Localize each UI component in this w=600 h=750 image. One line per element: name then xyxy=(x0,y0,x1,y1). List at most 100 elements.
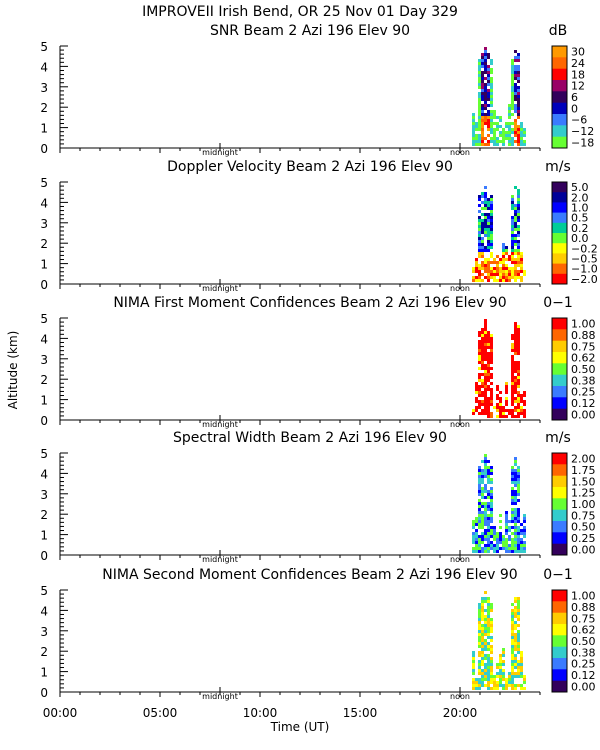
heatmap-cell xyxy=(487,370,490,373)
heatmap-cell xyxy=(487,376,490,379)
heatmap-cell xyxy=(487,222,490,225)
colorbar-label: 0.88 xyxy=(571,329,596,342)
heatmap-cell xyxy=(496,128,499,131)
heatmap-cell xyxy=(481,618,484,621)
heatmap-cell xyxy=(490,237,493,240)
heatmap-cell xyxy=(490,98,493,101)
heatmap-cell xyxy=(502,544,505,547)
heatmap-cell xyxy=(511,276,514,279)
heatmap-cell xyxy=(499,514,502,517)
heatmap-cell xyxy=(523,415,526,418)
heatmap-cell xyxy=(484,409,487,412)
heatmap-cell xyxy=(496,388,499,391)
heatmap-cell xyxy=(517,104,520,107)
heatmap-cell xyxy=(511,675,514,678)
heatmap-cell xyxy=(487,143,490,146)
heatmap-cell xyxy=(514,633,517,636)
colorbar-label: −6 xyxy=(571,114,587,127)
heatmap-cell xyxy=(484,89,487,92)
heatmap-cell xyxy=(478,198,481,201)
heatmap-cell xyxy=(511,249,514,252)
heatmap-cell xyxy=(523,532,526,535)
heatmap-cell xyxy=(481,487,484,490)
heatmap-cell xyxy=(511,240,514,243)
heatmap-cell xyxy=(475,544,478,547)
heatmap-cell xyxy=(490,496,493,499)
colorbar-label: 0.0 xyxy=(571,232,589,245)
heatmap-cell xyxy=(490,125,493,128)
heatmap-cell xyxy=(481,53,484,56)
heatmap-cell xyxy=(511,107,514,110)
heatmap-cell xyxy=(517,80,520,83)
heatmap-cell xyxy=(490,478,493,481)
colorbar-swatch xyxy=(552,386,567,398)
heatmap-cell xyxy=(517,538,520,541)
heatmap-cell xyxy=(484,334,487,337)
heatmap-cell xyxy=(478,379,481,382)
heatmap-cell xyxy=(505,267,508,270)
heatmap-cell xyxy=(523,544,526,547)
heatmap-cell xyxy=(505,397,508,400)
heatmap-cell xyxy=(508,273,511,276)
heatmap-cell xyxy=(496,273,499,276)
heatmap-cell xyxy=(514,499,517,502)
heatmap-cell xyxy=(478,231,481,234)
heatmap-cell xyxy=(484,122,487,125)
heatmap-cell xyxy=(481,600,484,603)
heatmap-cell xyxy=(499,415,502,418)
heatmap-cell xyxy=(499,535,502,538)
heatmap-cell xyxy=(478,210,481,213)
heatmap-cell xyxy=(484,669,487,672)
colorbar-swatch xyxy=(552,352,567,364)
heatmap-cell xyxy=(484,391,487,394)
heatmap-cell xyxy=(478,547,481,550)
heatmap-cell xyxy=(493,532,496,535)
heatmap-cell xyxy=(484,98,487,101)
heatmap-cell xyxy=(481,98,484,101)
heatmap-cell xyxy=(514,609,517,612)
heatmap-cell xyxy=(472,550,475,553)
colorbar-frame xyxy=(551,589,568,693)
heatmap-cell xyxy=(484,394,487,397)
heatmap-cell xyxy=(499,125,502,128)
heatmap-cell xyxy=(514,65,517,68)
heatmap-cell xyxy=(487,113,490,116)
heatmap-cell xyxy=(505,125,508,128)
heatmap-cell xyxy=(481,663,484,666)
heatmap-cell xyxy=(511,508,514,511)
heatmap-cell xyxy=(478,508,481,511)
heatmap-cell xyxy=(520,137,523,140)
heatmap-cell xyxy=(481,219,484,222)
heatmap-cell xyxy=(490,681,493,684)
heatmap-cell xyxy=(496,270,499,273)
heatmap-cell xyxy=(487,687,490,690)
heatmap-cell xyxy=(511,243,514,246)
heatmap-cell xyxy=(493,279,496,282)
x-tick-label: 00:00 xyxy=(43,706,78,720)
heatmap-cell xyxy=(484,657,487,660)
time-marker-label: noon xyxy=(450,148,470,157)
heatmap-cell xyxy=(505,514,508,517)
heatmap-cell xyxy=(514,352,517,355)
heatmap-cell xyxy=(520,140,523,143)
colorbar-label: 24 xyxy=(571,57,585,70)
time-marker-label: noon xyxy=(450,420,470,429)
heatmap-cell xyxy=(508,535,511,538)
heatmap-cell xyxy=(487,660,490,663)
heatmap-cell xyxy=(481,122,484,125)
heatmap-cell xyxy=(520,669,523,672)
heatmap-cell xyxy=(487,56,490,59)
colorbar-label: 0.62 xyxy=(571,352,596,365)
heatmap-cell xyxy=(520,657,523,660)
heatmap-cell xyxy=(487,89,490,92)
heatmap-cell xyxy=(514,349,517,352)
heatmap-cell xyxy=(490,382,493,385)
heatmap-cell xyxy=(517,98,520,101)
heatmap-cell xyxy=(490,526,493,529)
heatmap-cell xyxy=(490,95,493,98)
heatmap-cell xyxy=(487,606,490,609)
heatmap-cell xyxy=(517,343,520,346)
heatmap-cell xyxy=(484,397,487,400)
heatmap-cell xyxy=(481,222,484,225)
heatmap-cell xyxy=(514,544,517,547)
